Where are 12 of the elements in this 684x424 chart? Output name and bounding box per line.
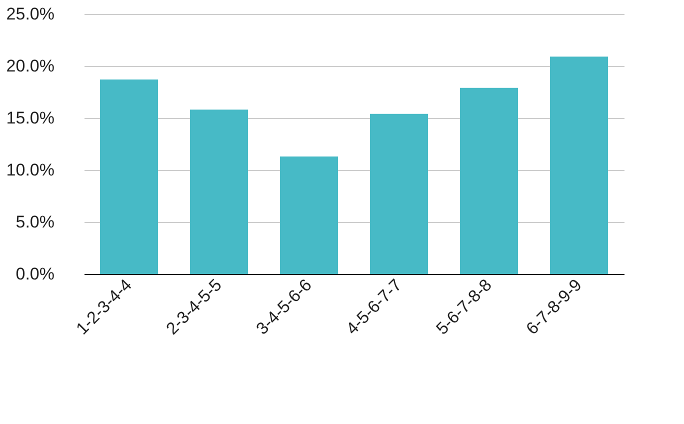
y-tick-label: 0.0%: [16, 264, 54, 284]
bar: [370, 114, 428, 274]
bar: [460, 88, 518, 274]
bar: [100, 80, 158, 274]
y-tick-label: 20.0%: [6, 56, 54, 76]
bar: [190, 110, 248, 274]
y-tick-label: 15.0%: [6, 108, 54, 128]
bar: [550, 56, 608, 274]
bar: [280, 156, 338, 274]
y-tick-label: 25.0%: [6, 4, 54, 24]
y-tick-label: 10.0%: [6, 160, 54, 180]
y-tick-label: 5.0%: [16, 212, 54, 232]
